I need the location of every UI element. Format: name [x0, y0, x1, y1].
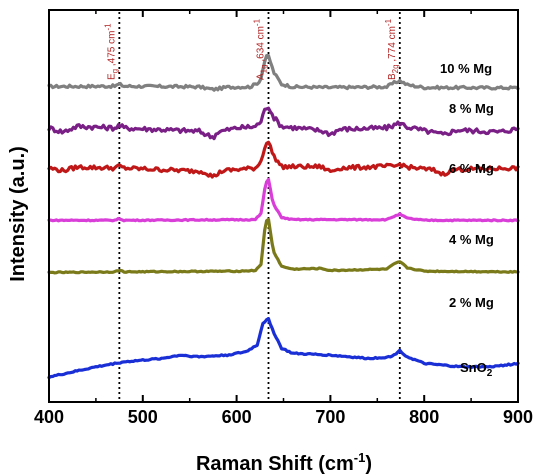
peak-labels: Eg ,475 cm-1 A1g ,634 cm-1 B2g ,774 cm-1 [103, 18, 399, 80]
series-line [47, 177, 520, 223]
x-tick-label: 400 [34, 407, 64, 427]
x-tick-label: 900 [503, 407, 533, 427]
series-label: 6 % Mg [449, 161, 494, 176]
series-label: 10 % Mg [440, 61, 492, 76]
x-tick-label: 600 [222, 407, 252, 427]
series-layer [47, 53, 520, 380]
series-labels: 10 % Mg 8 % Mg 6 % Mg 4 % Mg 2 % Mg SnO2 [440, 61, 494, 379]
x-axis-title: Raman Shift (cm-1) [196, 450, 372, 475]
peak-label: Eg ,475 cm-1 [103, 23, 119, 80]
peak-label: A1g ,634 cm-1 [252, 18, 268, 80]
peak-label: B2g ,774 cm-1 [384, 18, 400, 80]
x-tick-label: 800 [409, 407, 439, 427]
series-label: SnO2 [460, 360, 493, 379]
series-line [47, 317, 520, 380]
series-line [47, 217, 520, 275]
series-line [47, 140, 520, 179]
x-tick-label: 700 [315, 407, 345, 427]
series-label: 4 % Mg [449, 232, 494, 247]
x-tick-label: 500 [128, 407, 158, 427]
series-line [47, 106, 520, 141]
series-label: 2 % Mg [449, 295, 494, 310]
y-axis-title: Intensity (a.u.) [7, 146, 29, 282]
series-line [47, 53, 520, 92]
axes: 400 500 600 700 800 900 [34, 9, 533, 427]
series-label: 8 % Mg [449, 101, 494, 116]
